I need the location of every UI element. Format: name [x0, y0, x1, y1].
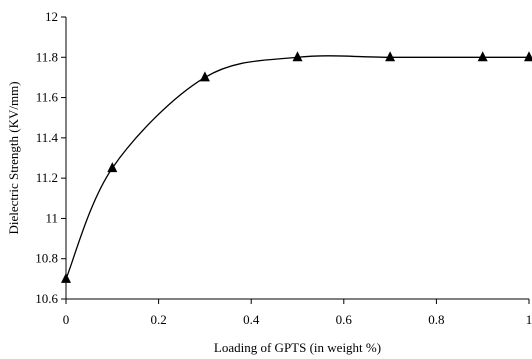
y-tick-label: 11.6: [36, 90, 59, 105]
x-tick-label: 0.8: [428, 312, 444, 327]
data-point-triangle: [477, 51, 488, 62]
y-tick-label: 10.8: [35, 251, 58, 266]
y-tick-label: 10.6: [35, 291, 58, 306]
data-point-triangle: [524, 51, 532, 62]
y-tick-label: 11.4: [36, 130, 59, 145]
data-point-triangle: [107, 162, 118, 173]
x-tick-label: 0.4: [243, 312, 260, 327]
x-tick-label: 0: [63, 312, 70, 327]
x-axis-title: Loading of GPTS (in weight %): [214, 340, 381, 355]
ticks: 10.6 10.8 11 11.2 11.4 11.6 11.8 12 0 0.2 0.4 0.6 0.…: [35, 9, 532, 327]
y-tick-label: 11.8: [36, 49, 58, 64]
data-point-triangle: [385, 51, 396, 62]
data-point-triangle: [61, 272, 71, 283]
y-tick-label: 11.2: [36, 170, 58, 185]
data-point-triangle: [292, 51, 303, 62]
x-tick-label: 0.6: [336, 312, 353, 327]
series-line: [65, 55, 529, 280]
axes: [65, 17, 529, 300]
y-tick-label: 11: [45, 210, 58, 225]
y-axis-title: Dielectric Strength (KV/mm): [6, 81, 21, 234]
x-tick-label: 1: [526, 312, 532, 327]
series-layer: [61, 51, 532, 283]
x-tick-label: 0.2: [150, 312, 166, 327]
y-tick-label: 12: [45, 9, 58, 24]
data-point-triangle: [199, 71, 210, 82]
